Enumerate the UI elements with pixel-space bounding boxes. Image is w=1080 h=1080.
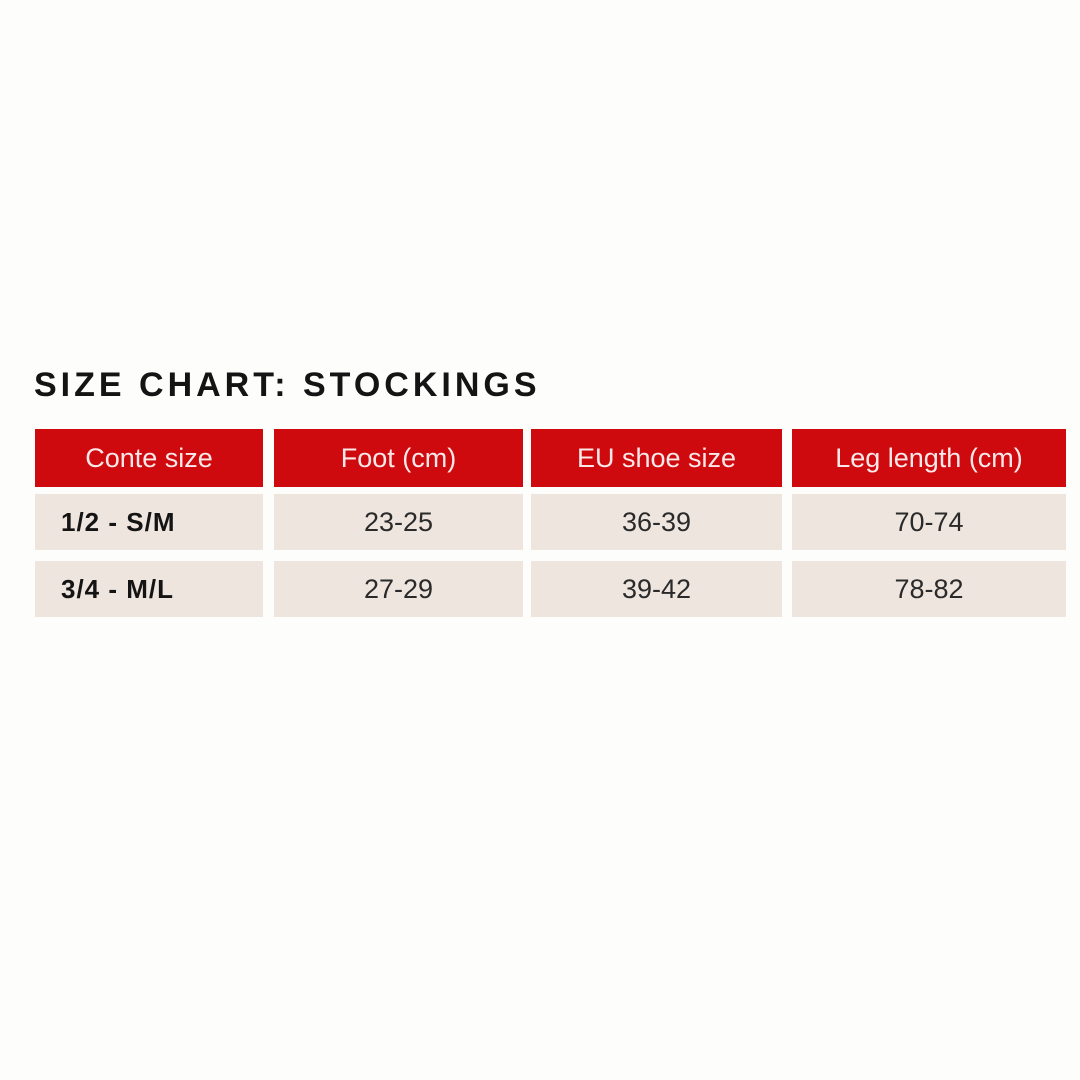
column-header: Leg length (cm) <box>792 429 1066 487</box>
column-header: Foot (cm) <box>274 429 523 487</box>
table-cell: 27-29 <box>274 561 523 617</box>
page-title: SIZE CHART: STOCKINGS <box>34 366 541 404</box>
row-size-label: 1/2 - S/M <box>35 494 263 550</box>
column-header: Conte size <box>35 429 263 487</box>
table-cell: 78-82 <box>792 561 1066 617</box>
row-size-label: 3/4 - M/L <box>35 561 263 617</box>
table-cell: 23-25 <box>274 494 523 550</box>
table-cell: 70-74 <box>792 494 1066 550</box>
column-header: EU shoe size <box>531 429 782 487</box>
table-cell: 36-39 <box>531 494 782 550</box>
table-cell: 39-42 <box>531 561 782 617</box>
